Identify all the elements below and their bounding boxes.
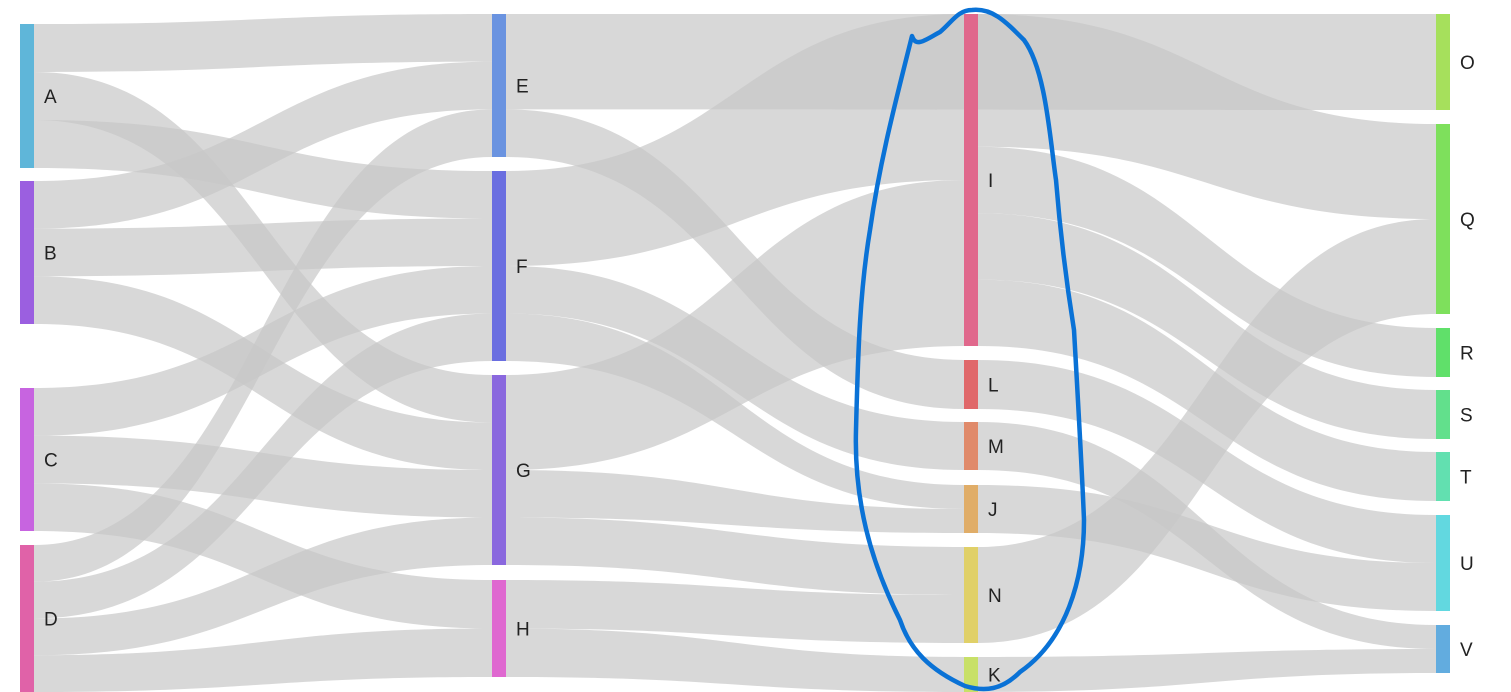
node-G[interactable] bbox=[492, 375, 506, 565]
node-label-R: R bbox=[1460, 344, 1474, 365]
link-H-N bbox=[506, 580, 964, 643]
link-G-J bbox=[506, 470, 964, 533]
node-L[interactable] bbox=[964, 360, 978, 409]
link-K-V bbox=[978, 649, 1436, 692]
link-D-F bbox=[34, 313, 492, 619]
link-H-K bbox=[506, 628, 964, 692]
node-A[interactable] bbox=[20, 24, 34, 168]
link-A-E bbox=[34, 14, 492, 72]
node-label-U: U bbox=[1460, 554, 1474, 575]
node-J[interactable] bbox=[964, 485, 978, 533]
node-label-T: T bbox=[1460, 468, 1472, 489]
node-label-M: M bbox=[988, 437, 1004, 458]
link-B-E bbox=[34, 61, 492, 229]
node-label-S: S bbox=[1460, 406, 1473, 427]
link-N-Q bbox=[978, 219, 1436, 643]
node-F[interactable] bbox=[492, 171, 506, 361]
node-C[interactable] bbox=[20, 388, 34, 531]
link-G-I bbox=[506, 180, 964, 470]
node-label-H: H bbox=[516, 620, 530, 641]
node-label-J: J bbox=[988, 500, 998, 521]
node-label-B: B bbox=[44, 244, 57, 265]
link-D-H bbox=[34, 628, 492, 692]
node-T[interactable] bbox=[1436, 452, 1450, 501]
link-F-I bbox=[506, 14, 964, 266]
node-label-C: C bbox=[44, 451, 58, 472]
node-label-L: L bbox=[988, 376, 999, 397]
links-layer bbox=[34, 14, 1436, 692]
node-label-I: I bbox=[988, 171, 993, 192]
nodes-layer: A B C D E F G H I L M J N K O Q R S T U V bbox=[20, 14, 1475, 692]
link-I-Q bbox=[978, 14, 1436, 219]
node-Q[interactable] bbox=[1436, 124, 1450, 314]
node-O[interactable] bbox=[1436, 14, 1450, 110]
node-V[interactable] bbox=[1436, 625, 1450, 673]
node-M[interactable] bbox=[964, 422, 978, 470]
link-D-E bbox=[34, 109, 492, 582]
highlight-outline bbox=[853, 7, 1087, 692]
node-label-N: N bbox=[988, 586, 1002, 607]
node-D[interactable] bbox=[20, 545, 34, 692]
node-label-D: D bbox=[44, 610, 58, 631]
link-B-F bbox=[34, 218, 492, 277]
link-D-G bbox=[34, 517, 492, 656]
node-label-K: K bbox=[988, 666, 1001, 687]
node-S[interactable] bbox=[1436, 390, 1450, 439]
node-label-A: A bbox=[44, 87, 57, 108]
node-label-G: G bbox=[516, 461, 531, 482]
node-I[interactable] bbox=[964, 14, 978, 346]
node-K[interactable] bbox=[964, 657, 978, 692]
node-N[interactable] bbox=[964, 547, 978, 643]
node-label-F: F bbox=[516, 257, 528, 278]
node-E[interactable] bbox=[492, 14, 506, 157]
node-label-E: E bbox=[516, 77, 529, 98]
node-H[interactable] bbox=[492, 580, 506, 677]
node-label-Q: Q bbox=[1460, 210, 1475, 231]
node-B[interactable] bbox=[20, 181, 34, 324]
link-I-S bbox=[978, 213, 1436, 439]
node-U[interactable] bbox=[1436, 515, 1450, 611]
node-label-O: O bbox=[1460, 53, 1475, 74]
node-label-V: V bbox=[1460, 640, 1473, 661]
node-R[interactable] bbox=[1436, 328, 1450, 377]
link-G-N bbox=[506, 517, 964, 595]
